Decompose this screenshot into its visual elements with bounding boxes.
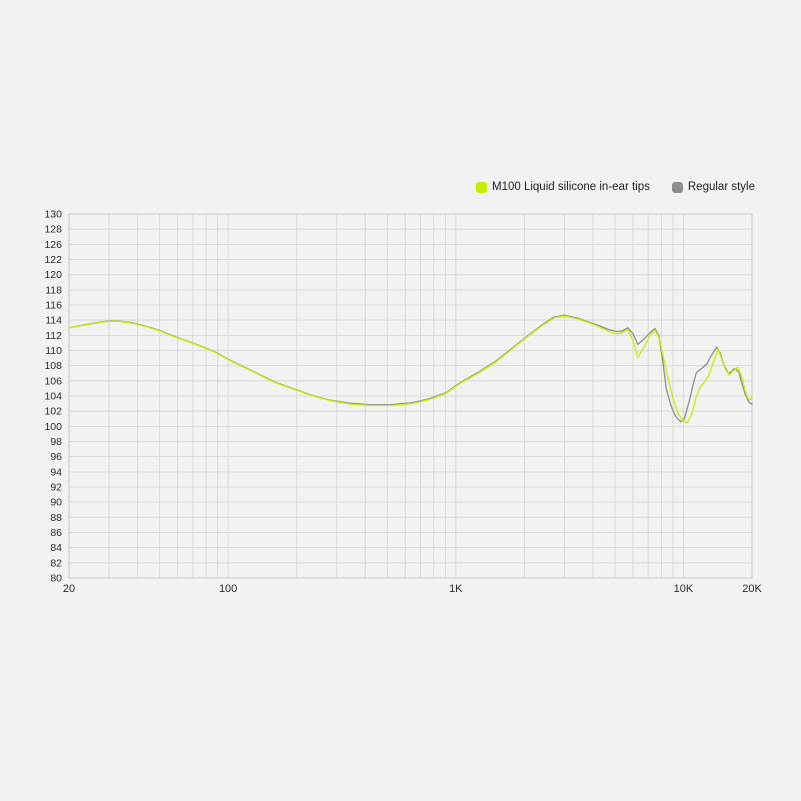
y-axis-tick-label: 122 [44, 254, 62, 266]
y-axis-tick-label: 98 [50, 436, 62, 448]
y-axis-tick-label: 82 [50, 557, 62, 569]
y-axis-tick-label: 110 [45, 345, 62, 357]
legend-label-m100: M100 Liquid silicone in-ear tips [491, 181, 650, 193]
y-axis-tick-label: 118 [45, 284, 62, 296]
x-axis-tick-label: 20K [742, 583, 762, 595]
x-axis-tick-label: 1K [449, 583, 463, 595]
y-axis-tick-label: 126 [44, 239, 62, 251]
y-axis-tick-label: 88 [50, 512, 62, 524]
legend-label-regular: Regular style [687, 181, 755, 193]
plot-frame [68, 213, 753, 579]
y-axis-tick-label: 100 [44, 421, 62, 433]
y-axis-tick-label: 116 [45, 300, 62, 312]
y-axis-tick-label: 112 [45, 330, 62, 342]
y-axis-tick-label: 130 [44, 209, 62, 221]
y-axis-tick-label: 96 [50, 451, 62, 463]
y-axis-tick-label: 114 [45, 315, 62, 327]
x-axis-tick-label: 10K [674, 583, 694, 595]
y-axis-tick-label: 104 [44, 391, 62, 403]
y-axis-tick-label: 80 [50, 573, 62, 585]
x-axis-tick-label: 100 [219, 583, 237, 595]
m100-series-swatch-icon [475, 181, 487, 193]
x-axis-tick-label: 20 [63, 583, 75, 595]
y-axis-tick-label: 94 [50, 466, 62, 478]
legend-item-m100[interactable]: M100 Liquid silicone in-ear tips [475, 181, 650, 193]
regular-series-swatch-icon [671, 181, 683, 193]
y-axis-tick-label: 90 [50, 497, 62, 509]
y-axis-tick-label: 102 [44, 406, 62, 418]
y-axis-tick-label: 106 [44, 375, 62, 387]
legend-item-regular[interactable]: Regular style [671, 181, 755, 193]
y-axis-tick-label: 120 [44, 269, 62, 281]
y-axis-tick-label: 128 [44, 224, 62, 236]
y-axis-tick-label: 86 [50, 527, 62, 539]
y-axis-tick-label: 84 [50, 542, 62, 554]
m100-series-line [68, 315, 753, 424]
chart-legend: M100 Liquid silicone in-ear tips Regular… [475, 181, 755, 193]
y-axis-tick-label: 92 [50, 482, 62, 494]
regular-style-series-line [68, 314, 753, 423]
y-axis-tick-label: 108 [44, 360, 62, 372]
